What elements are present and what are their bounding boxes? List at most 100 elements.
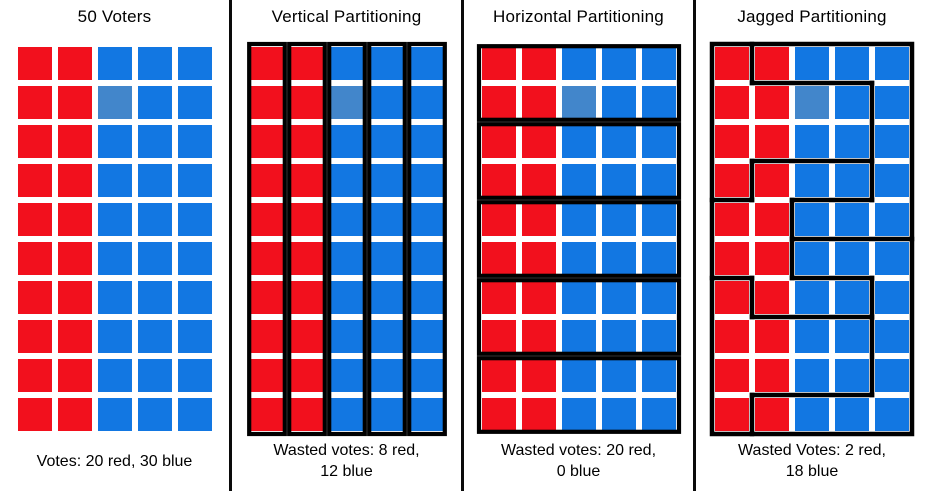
voter-cell (329, 203, 364, 236)
voter-cell (755, 320, 789, 353)
district-outline (476, 122, 681, 200)
voter-cell (601, 320, 636, 353)
voter-cell (289, 398, 324, 431)
voter-cell (289, 320, 324, 353)
voter-cell (97, 281, 132, 314)
district-outline (476, 200, 681, 278)
voter-cell (137, 359, 172, 392)
voter-cell (409, 164, 444, 197)
voter-cell (601, 242, 636, 275)
voter-cell (521, 47, 556, 80)
voter-cell (641, 359, 676, 392)
voter-cell (289, 242, 324, 275)
voter-cell (481, 164, 516, 197)
voter-grid (17, 47, 212, 431)
voter-cell (17, 203, 52, 236)
voter-cell (409, 320, 444, 353)
voter-cell (601, 203, 636, 236)
voter-cell (137, 281, 172, 314)
voter-cell (875, 398, 909, 431)
voter-cell (561, 320, 596, 353)
voter-cell (755, 398, 789, 431)
district-outline (246, 41, 287, 437)
voter-cell (329, 320, 364, 353)
voter-cell (755, 125, 789, 158)
voter-cell (177, 359, 212, 392)
voter-cell (369, 47, 404, 80)
voter-cell (17, 125, 52, 158)
voter-cell (249, 86, 284, 119)
panel-title: Jagged Partitioning (737, 7, 887, 26)
voter-cell (249, 125, 284, 158)
voter-cell (57, 86, 92, 119)
panel-caption: Votes: 20 red, 30 blue (37, 438, 193, 484)
voter-cell (481, 125, 516, 158)
panel-title: 50 Voters (77, 7, 152, 26)
panel-vertical-partitioning: Vertical Partitioning Wasted votes: 8 re… (232, 0, 464, 491)
district-outline (286, 41, 327, 437)
voter-cell (289, 47, 324, 80)
voter-cell (137, 203, 172, 236)
voter-cell (521, 203, 556, 236)
voter-cell (481, 281, 516, 314)
voter-cell (641, 398, 676, 431)
voter-cell (249, 281, 284, 314)
voter-cell (57, 281, 92, 314)
voter-cell (409, 359, 444, 392)
voter-cell (641, 86, 676, 119)
voter-cell (249, 320, 284, 353)
voter-cell (835, 47, 869, 80)
voter-cell (369, 242, 404, 275)
district-outline (476, 278, 681, 356)
voter-cell (57, 398, 92, 431)
voter-cell (409, 47, 444, 80)
district-outline (476, 356, 681, 434)
voter-cell (57, 125, 92, 158)
voter-cell (561, 242, 596, 275)
voter-cell (329, 398, 364, 431)
voter-cell (521, 86, 556, 119)
voter-cell (369, 203, 404, 236)
voter-cell (97, 398, 132, 431)
voter-cell (177, 398, 212, 431)
district-outline (406, 41, 447, 437)
voter-cell (715, 359, 749, 392)
panel-caption: Wasted Votes: 2 red, 18 blue (738, 438, 886, 484)
voter-cell (289, 125, 324, 158)
voter-cell (601, 359, 636, 392)
district-outline (326, 41, 367, 437)
voter-cell (17, 242, 52, 275)
voter-cell (835, 242, 869, 275)
voter-grid (476, 44, 681, 434)
voter-cell (641, 281, 676, 314)
voter-cell (57, 320, 92, 353)
voter-cell (561, 125, 596, 158)
voter-cell (795, 359, 829, 392)
voter-cell (369, 164, 404, 197)
voter-cell (875, 47, 909, 80)
voter-cell (715, 47, 749, 80)
voter-cell (369, 281, 404, 314)
voter-cell (561, 47, 596, 80)
voter-cell (289, 164, 324, 197)
voter-cell (249, 164, 284, 197)
voter-cell (715, 203, 749, 236)
voter-cell (481, 203, 516, 236)
voter-cell (137, 320, 172, 353)
voter-cell (835, 281, 869, 314)
voter-cell (481, 86, 516, 119)
voter-cell (97, 47, 132, 80)
voter-cell (177, 47, 212, 80)
voter-cell (177, 86, 212, 119)
voter-cell (561, 86, 596, 119)
voter-cell (875, 242, 909, 275)
voter-cell (755, 86, 789, 119)
voter-cell (329, 359, 364, 392)
voter-cell (875, 86, 909, 119)
voter-cell (17, 398, 52, 431)
voter-cell (521, 398, 556, 431)
voter-cell (875, 125, 909, 158)
voter-cell (561, 359, 596, 392)
voter-cell (521, 281, 556, 314)
voter-cell (481, 320, 516, 353)
